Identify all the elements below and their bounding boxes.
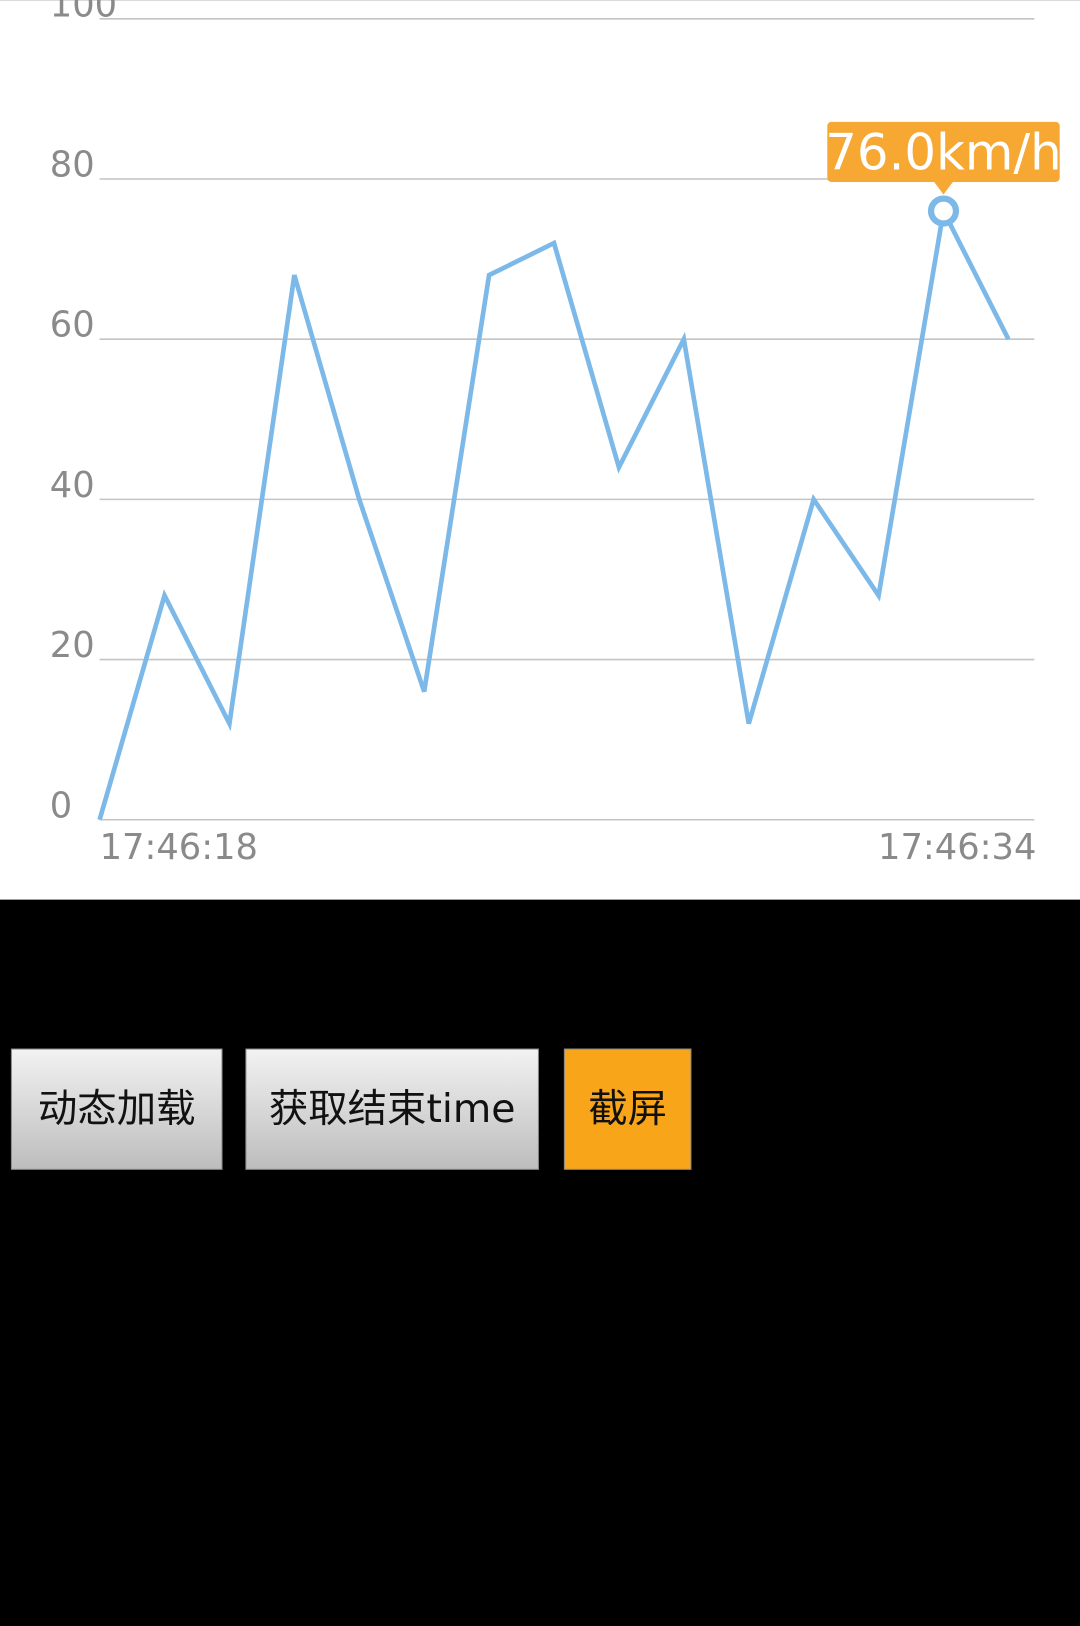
x-tick-label: 17:46:34 [878, 827, 1036, 868]
chart: 0 20 40 60 80 100 17:46:18 17:46:34 76.0km/h [50, 0, 1062, 868]
y-tick-label: 80 [50, 145, 95, 186]
y-tick-label: 20 [50, 625, 95, 666]
button-label[interactable]: 获取结束time [269, 1086, 516, 1132]
y-tick-label: 100 [50, 0, 117, 25]
line-series [97, 203, 1011, 821]
value-label-box: 76.0km/h [825, 121, 1062, 195]
button-bar: 动态加载 获取结束time 截屏 [10, 1048, 692, 1170]
y-tick-label: 0 [50, 785, 72, 826]
button-face[interactable] [10, 1048, 223, 1170]
button-label[interactable]: 截屏 [588, 1086, 667, 1132]
highlight-marker [927, 195, 960, 227]
x-tick-label: 17:46:18 [100, 827, 258, 868]
button[interactable]: 截屏 [563, 1048, 692, 1170]
y-tick-label: 60 [50, 305, 95, 346]
button-face[interactable] [563, 1048, 692, 1170]
button[interactable]: 动态加载 [10, 1048, 223, 1170]
button[interactable]: 获取结束time [245, 1048, 539, 1170]
label-background [827, 121, 1060, 182]
button-label[interactable]: 动态加载 [38, 1086, 196, 1132]
button-face[interactable] [245, 1048, 539, 1170]
value-label: 76.0km/h [825, 124, 1062, 182]
y-tick-label: 40 [50, 465, 95, 506]
label-pointer [934, 181, 953, 195]
